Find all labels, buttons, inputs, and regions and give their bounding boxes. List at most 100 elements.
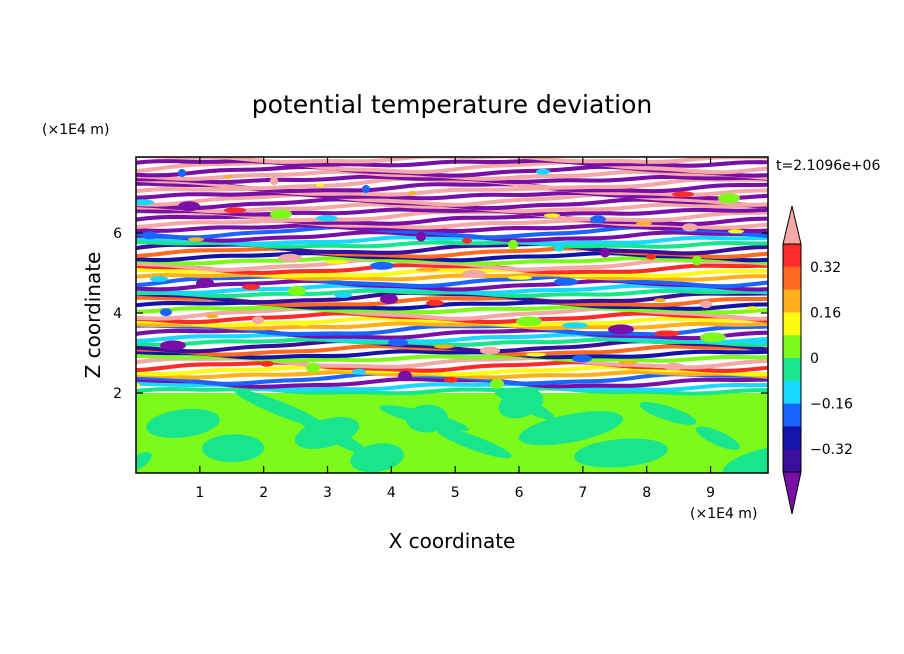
field-band (136, 355, 768, 370)
upper-eddy (508, 239, 518, 250)
x-tick-label: 9 (706, 485, 715, 501)
field-band (136, 278, 768, 292)
upper-eddy (664, 362, 684, 371)
upper-eddy (196, 278, 214, 288)
field-band (136, 337, 768, 347)
upper-eddy (646, 253, 656, 260)
upper-eddy (728, 229, 744, 234)
field-band (136, 263, 768, 275)
field-band (136, 349, 768, 360)
field-band (136, 381, 768, 392)
upper-eddy (380, 294, 398, 304)
x-tick-label: 7 (578, 485, 587, 501)
colorbar-band (783, 449, 801, 473)
upper-eddy (608, 324, 634, 335)
x-tick-label: 2 (259, 485, 268, 501)
lower-eddy (294, 417, 360, 449)
upper-eddy (188, 237, 204, 242)
upper-eddy (590, 215, 606, 224)
x-axis: 1 2 3 4 5 6 7 8 9 (195, 157, 715, 501)
field-band (136, 174, 768, 185)
upper-eddy (544, 213, 560, 218)
field-band (136, 354, 768, 363)
upper-eddy (270, 177, 278, 185)
upper-eddy (206, 314, 218, 319)
field-band (136, 257, 768, 272)
y-tick-label: 4 (113, 306, 122, 322)
upper-eddy (490, 378, 504, 389)
upper-eddy (242, 284, 260, 290)
field-band (136, 186, 768, 197)
upper-eddy (298, 322, 310, 327)
x-tick-label: 5 (451, 485, 460, 501)
field-layer (136, 157, 768, 473)
upper-eddy (692, 255, 702, 266)
upper-eddy (408, 191, 416, 195)
upper-eddy (278, 253, 302, 262)
upper-eddy (636, 221, 652, 226)
colorbar-label: 0.32 (810, 260, 841, 276)
field-band (136, 290, 768, 305)
upper-eddy (426, 300, 444, 306)
upper-eddy (618, 360, 638, 365)
y-axis-unit-label: (×1E4 m) (42, 122, 109, 138)
upper-eddy (260, 360, 274, 367)
field-band (136, 323, 768, 337)
colorbar-band (783, 312, 801, 336)
field-band (136, 316, 768, 328)
y-tick-label: 2 (113, 386, 122, 402)
upper-eddy (508, 275, 532, 280)
x-axis-label: X coordinate (389, 529, 516, 553)
x-axis-unit-label: (×1E4 m) (690, 506, 757, 522)
lower-eddy (210, 439, 250, 457)
upper-eddy (554, 277, 578, 286)
x-tick-label: 1 (195, 485, 204, 501)
upper-eddy (224, 175, 232, 179)
field-band (136, 240, 768, 249)
upper-eddy (654, 298, 666, 303)
colorbar-band (783, 289, 801, 313)
field-band (136, 328, 768, 341)
upper-eddy (136, 199, 154, 206)
upper-eddy (334, 292, 352, 298)
colorbar-band (783, 358, 801, 382)
upper-eddy (324, 259, 348, 264)
upper-eddy (388, 338, 408, 347)
colorbar-band (783, 335, 801, 359)
upper-eddy (270, 209, 292, 220)
chart-title: potential temperature deviation (252, 90, 652, 119)
field-band (136, 386, 768, 396)
upper-eddy (562, 322, 588, 329)
lower-eddy (379, 405, 469, 432)
upper-eddy (444, 376, 458, 383)
upper-eddy (252, 316, 264, 325)
colorbar-label: −0.32 (810, 442, 853, 458)
upper-eddy (700, 332, 726, 343)
field-band (136, 164, 768, 178)
upper-eddy (160, 340, 186, 351)
field-band (136, 214, 768, 227)
field-band (136, 209, 768, 223)
y-axis-label: Z coordinate (81, 252, 105, 379)
field-band (136, 158, 768, 168)
upper-eddy (150, 276, 168, 282)
upper-eddy (462, 269, 486, 278)
time-label: t=2.1096e+06 (776, 158, 880, 174)
upper-eddy (682, 223, 698, 232)
field-band (136, 176, 768, 191)
upper-eddy (700, 300, 712, 309)
upper-eddy (718, 193, 740, 204)
upper-eddy (480, 346, 500, 355)
upper-eddy (600, 247, 610, 258)
upper-eddy (516, 316, 542, 327)
field-band (136, 181, 768, 194)
upper-eddy (526, 352, 546, 357)
field-band (136, 202, 768, 214)
upper-eddy (224, 207, 246, 214)
lower-eddy (146, 408, 220, 439)
colorbar-extend-bottom (782, 471, 802, 515)
y-tick-label: 6 (113, 226, 122, 242)
upper-eddy (178, 169, 186, 177)
field-band (136, 207, 768, 217)
